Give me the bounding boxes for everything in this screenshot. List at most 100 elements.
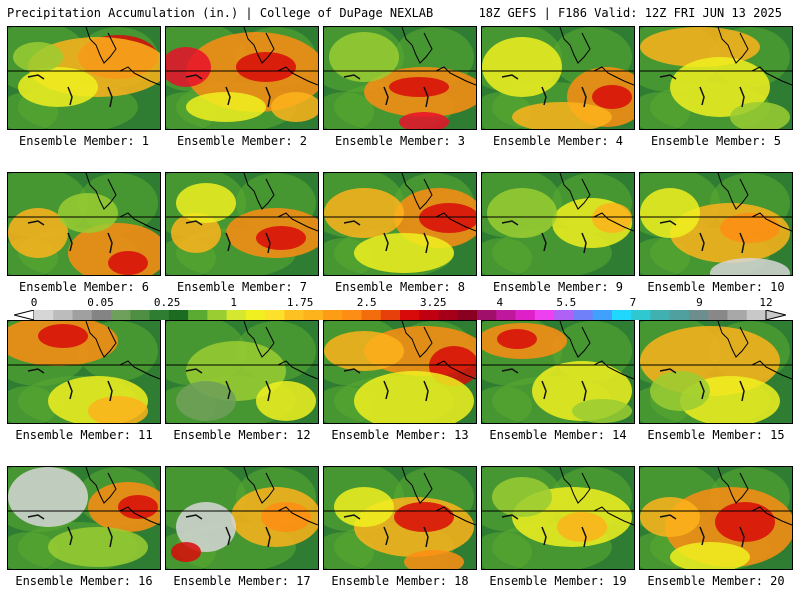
colorbar-tick-label: 0.05 [87, 296, 114, 309]
precip-map [482, 27, 634, 129]
colorbar-swatch [746, 310, 767, 320]
coastline [85, 467, 160, 526]
ensemble-member-label: Ensemble Member: 6 [18, 280, 150, 294]
precip-contour [572, 399, 632, 423]
coastline [717, 173, 792, 232]
colorbar-tick-label: 9 [696, 296, 703, 309]
ensemble-map-panel [7, 26, 161, 130]
colorbar-swatch [688, 310, 709, 320]
ensemble-member-label: Ensemble Member: 19 [489, 574, 627, 588]
ensemble-map-panel [165, 26, 319, 130]
ensemble-map-panel [481, 26, 635, 130]
precip-contour [482, 37, 562, 97]
ensemble-map-panel [165, 320, 319, 424]
precip-map [8, 173, 160, 275]
precip-contour [592, 85, 632, 109]
precip-map [482, 321, 634, 423]
coastline [559, 321, 634, 380]
precip-contour [670, 57, 770, 117]
ensemble-member-label: Ensemble Member: 12 [173, 428, 311, 442]
ensemble-member-label: Ensemble Member: 18 [331, 574, 469, 588]
colorbar-tick-label: 0 [30, 296, 38, 309]
ensemble-map-panel [323, 172, 477, 276]
ensemble-map-panel [639, 26, 793, 130]
precip-contour [482, 238, 532, 275]
colorbar-swatch [34, 310, 54, 320]
coastline [243, 467, 318, 526]
coastline [243, 321, 318, 380]
precip-contour [261, 502, 311, 532]
river-line [27, 74, 113, 108]
colorbar-swatch [631, 310, 651, 320]
colorbar-tick-label: 12 [759, 296, 773, 309]
colorbar-max-arrow [765, 310, 786, 320]
colorbar-swatch [188, 310, 208, 320]
river-line [501, 220, 587, 254]
ensemble-member-label: Ensemble Member: 10 [647, 280, 785, 294]
ensemble-map-panel [481, 466, 635, 570]
ensemble-member-label: Ensemble Member: 14 [489, 428, 627, 442]
colorbar-swatch [265, 310, 285, 320]
colorbar-swatch [573, 310, 594, 320]
coastline [717, 321, 792, 380]
precip-contour [256, 381, 316, 421]
ensemble-map-panel [7, 172, 161, 276]
river-line [343, 220, 429, 254]
river-line [343, 514, 429, 548]
precip-contour [324, 92, 374, 129]
ensemble-map-panel [7, 320, 161, 424]
river-line [501, 368, 587, 402]
ensemble-map-panel [165, 172, 319, 276]
precip-contour [715, 502, 775, 542]
colorbar-swatch [554, 310, 574, 320]
colorbar-swatch [245, 310, 266, 320]
precip-contour [640, 188, 700, 238]
precip-map [8, 27, 160, 129]
ensemble-member-label: Ensemble Member: 9 [492, 280, 624, 294]
coastline [85, 27, 160, 86]
colorbar-tick-label: 0.25 [153, 296, 181, 309]
precip-contour [324, 188, 404, 238]
precip-contour [389, 77, 449, 97]
colorbar-swatch [380, 310, 401, 320]
colorbar-swatch [322, 310, 343, 320]
colorbar-swatch [650, 310, 671, 320]
ensemble-member-label: Ensemble Member: 1 [18, 134, 150, 148]
river-line [343, 368, 429, 402]
ensemble-member-label: Ensemble Member: 20 [647, 574, 785, 588]
colorbar-swatch [284, 310, 305, 320]
precipitation-colorbar [14, 310, 786, 320]
precip-contour [171, 213, 221, 253]
precip-contour [670, 542, 750, 569]
precip-contour [176, 381, 236, 421]
precip-contour [8, 208, 68, 258]
colorbar-swatch [534, 310, 555, 320]
colorbar-swatch [342, 310, 362, 320]
precip-contour [710, 258, 790, 275]
coastline [401, 27, 476, 86]
ensemble-map-panel [639, 320, 793, 424]
precip-contour [640, 497, 700, 537]
precip-map [8, 467, 160, 569]
colorbar-swatch [611, 310, 632, 320]
coastline [85, 173, 160, 232]
precip-contour [404, 550, 464, 569]
precip-contour [176, 183, 236, 223]
colorbar-swatch [53, 310, 74, 320]
coastline [559, 173, 634, 232]
colorbar-tick-label: 1 [230, 296, 237, 309]
river-line [185, 220, 271, 254]
river-line [343, 74, 429, 108]
ensemble-map-panel [323, 466, 477, 570]
ensemble-map-panel [323, 320, 477, 424]
precip-map [166, 467, 318, 569]
ensemble-map-panel [165, 466, 319, 570]
precip-contour [48, 527, 148, 567]
colorbar-swatch [130, 310, 151, 320]
precip-contour [8, 532, 58, 569]
precip-map [166, 27, 318, 129]
precip-contour [730, 102, 790, 129]
coastline [717, 467, 792, 526]
colorbar-swatch [457, 310, 478, 320]
precip-map [482, 173, 634, 275]
